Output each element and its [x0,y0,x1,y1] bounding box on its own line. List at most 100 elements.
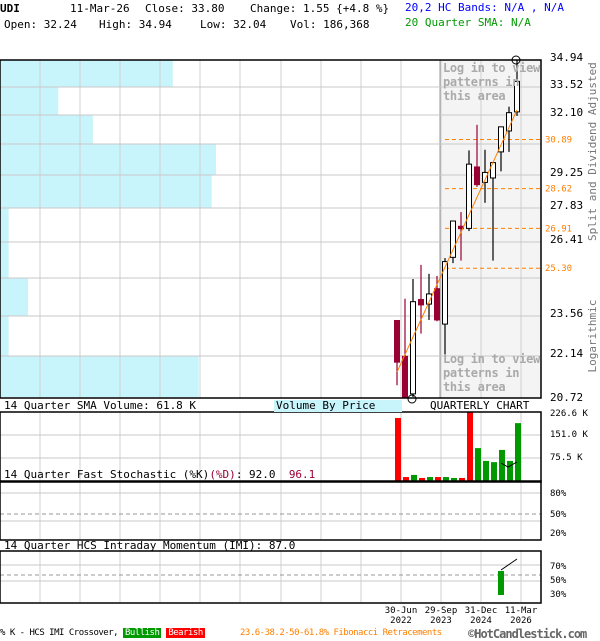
date-tick-label: 11-Mar [505,606,538,616]
volume-bar [459,477,465,481]
volume-value: Vol: 186,368 [290,18,370,31]
imi-title: 14 Quarter HCS Intraday Momentum (IMI): … [4,539,296,552]
volume-bar [419,477,425,481]
adjusted-label: Split and Dividend Adjusted [586,62,599,241]
stoch-tick-label: 50% [550,510,567,520]
candle-down [402,355,408,398]
volume-bar [443,477,449,481]
candle-down [394,319,400,363]
fib-label: 30.89 [545,135,572,145]
volume-bar [507,460,513,481]
volume-bar [475,448,481,481]
vbp-bar [0,87,59,115]
volume-title: 14 Quarter SMA Volume: 61.8 K [4,399,197,412]
volume-tick-label: 75.5 K [550,453,583,463]
panel-frame [0,59,542,399]
footer-legend: % K - HCS IMI Crossover, Bullish Bearish [0,628,205,639]
stoch-k-value: : 92.0 [235,468,276,481]
vbp-bar [0,144,216,175]
price-tick-label: 20.72 [550,391,583,404]
stoch-tick-label: 80% [550,489,567,499]
stoch-title-text: 14 Quarter Fast Stochastic (%K) [4,468,210,481]
volume-tick-label: 151.0 K [550,430,589,440]
vbp-bar [0,175,212,208]
candle-down [418,299,424,306]
vbp-bar [0,242,9,278]
volume-bar [435,477,441,481]
volume-bar [491,462,497,481]
volume-bar [403,477,409,481]
vbp-bar [0,208,9,242]
pattern-area [440,60,541,398]
price-tick-label: 34.94 [550,51,583,64]
bearish-badge: Bearish [166,628,205,638]
trend-line [396,109,518,373]
candle-up [450,220,456,258]
fib-label: 28.62 [545,185,572,195]
candle-down [474,166,480,186]
low-marker [407,394,417,404]
close-value: Close: 33.80 [145,2,225,15]
vbp-bar [0,316,9,356]
price-tick-label: 22.14 [550,347,583,360]
panel-frame [0,480,542,541]
stoch-d-label: (%D) [209,468,236,481]
crossover-label: % K - HCS IMI Crossover, [0,628,119,638]
date-tick-label: 30-Jun [385,606,418,616]
vbp-label: Volume By Price [274,400,403,412]
vbp-bar [0,356,199,397]
log-label: Logarithmic [586,299,599,373]
volume-tick-label: 226.6 K [550,409,589,419]
low-value: Low: 32.04 [200,18,267,31]
chart-type: QUARTERLY CHART [430,399,530,412]
high-value: High: 34.94 [99,18,172,31]
imi-tick-label: 70% [550,562,567,572]
panel-frame [0,411,542,483]
change-value: Change: 1.55 {+4.8 %} [250,2,390,15]
volume-sma-line [500,461,518,468]
date-tick-year: 2023 [430,616,452,626]
fib-label: 25.30 [545,264,572,274]
date-tick-year: 2022 [390,616,412,626]
open-value: Open: 32.24 [4,18,77,31]
volume-bar [427,477,433,481]
volume-bar [411,474,417,481]
bullish-badge: Bullish [122,628,162,638]
imi-tick-label: 50% [550,576,567,586]
price-tick-label: 32.10 [550,106,583,119]
watermark-top: Log in to view patterns in this area [443,61,540,103]
date: 11-Mar-26 [70,2,130,15]
price-tick-label: 26.41 [550,233,583,246]
price-tick-label: 23.56 [550,307,583,320]
vbp-bar [0,278,29,316]
stoch-d-value: 96.1 [288,468,316,481]
sma-value: 20 Quarter SMA: N/A [405,16,531,29]
stoch-tick-label: 20% [550,529,567,539]
price-tick-label: 29.25 [550,166,583,179]
volume-bar [483,460,489,481]
candle-up [482,171,488,183]
candle-down [434,288,440,321]
date-tick-year: 2024 [470,616,492,626]
candle-up [514,80,520,113]
candle-up [490,162,496,179]
candle-up [410,301,416,395]
volume-bar [467,412,473,481]
candle-up [442,261,448,325]
volume-bar [451,477,457,481]
volume-bar [515,423,521,481]
candle-up [426,293,432,305]
date-tick-label: 29-Sep [425,606,458,616]
price-tick-label: 33.52 [550,78,583,91]
fib-label: 26.91 [545,224,572,234]
fib-legend: 23.6-38.2-50-61.8% Fibonacci Retracement… [240,628,442,638]
watermark-bottom: Log in to view patterns in this area [443,352,540,394]
hc-bands: 20,2 HC Bands: N/A , N/A [405,1,564,14]
imi-bar [498,571,504,595]
vbp-bar [0,115,93,144]
imi-tick-label: 30% [550,590,567,600]
candle-up [466,163,472,229]
volume-bar [395,417,401,481]
copyright: ©HotCandlestick.com [468,627,587,641]
